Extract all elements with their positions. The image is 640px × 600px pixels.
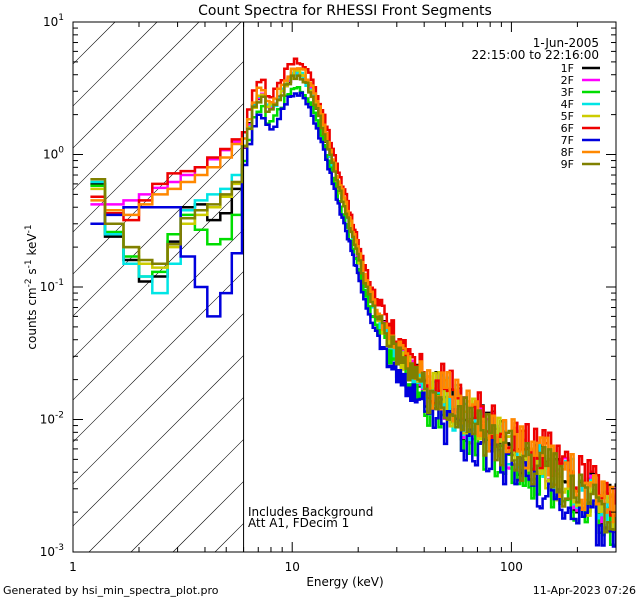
y-tick-label: 100 — [43, 146, 64, 162]
hatch-line — [73, 313, 244, 485]
hatch-line — [88, 397, 244, 552]
background-annotation: Includes Background — [248, 505, 373, 519]
hatch-line — [73, 271, 244, 443]
y-tick-label: 101 — [43, 13, 64, 29]
legend-label-3f: 3F — [561, 86, 574, 99]
series-line-5f — [90, 68, 616, 531]
hatch-line — [73, 22, 242, 191]
hatch-line — [73, 355, 244, 527]
hatch-line — [73, 61, 244, 233]
hatch-line — [73, 229, 244, 401]
y-axis-ticks: 10-3 10-2 10-1 100 101 — [40, 13, 616, 559]
legend-label-5f: 5F — [561, 110, 574, 123]
x-tick-label: 10 — [285, 560, 300, 574]
legend-label-1f: 1F — [561, 62, 574, 75]
legend-label-7f: 7F — [561, 134, 574, 147]
attenuator-annotation: Att A1, FDecim 1 — [248, 516, 349, 530]
hatch-line — [73, 22, 200, 149]
x-tick-label: 100 — [500, 560, 523, 574]
legend-label-9f: 9F — [561, 158, 574, 171]
time-range-label: 22:15:00 to 22:16:00 — [472, 48, 599, 62]
series-layer — [90, 57, 616, 548]
series-line-8f — [90, 67, 616, 524]
hatch-line — [73, 103, 244, 275]
date-label: 1-Jun-2005 — [533, 36, 599, 50]
legend-label-4f: 4F — [561, 98, 574, 111]
hatch-line — [214, 523, 244, 552]
legend-label-6f: 6F — [561, 122, 574, 135]
background-hatched-region — [73, 22, 244, 552]
legend-label-2f: 2F — [561, 74, 574, 87]
series-line-9f — [90, 74, 616, 534]
y-axis-label: counts cm-2 s-1 keV-1 — [24, 224, 39, 349]
y-tick-label: 10-3 — [40, 543, 64, 559]
y-tick-label: 10-2 — [40, 411, 64, 427]
series-line-7f — [90, 91, 616, 548]
x-tick-label: 1 — [69, 560, 77, 574]
legend-label-8f: 8F — [561, 146, 574, 159]
hatch-line — [73, 145, 244, 317]
hatch-line — [130, 439, 244, 552]
hatch-line — [73, 187, 244, 359]
y-tick-label: 10-1 — [40, 278, 64, 294]
x-axis-label: Energy (keV) — [306, 575, 383, 589]
x-axis-ticks: 1 10 100 — [69, 22, 617, 574]
render-date-footer: 11-Apr-2023 07:26 — [533, 584, 636, 597]
generated-by-footer: Generated by hsi_min_spectra_plot.pro — [3, 584, 219, 597]
chart-title: Count Spectra for RHESSI Front Segments — [198, 3, 492, 19]
